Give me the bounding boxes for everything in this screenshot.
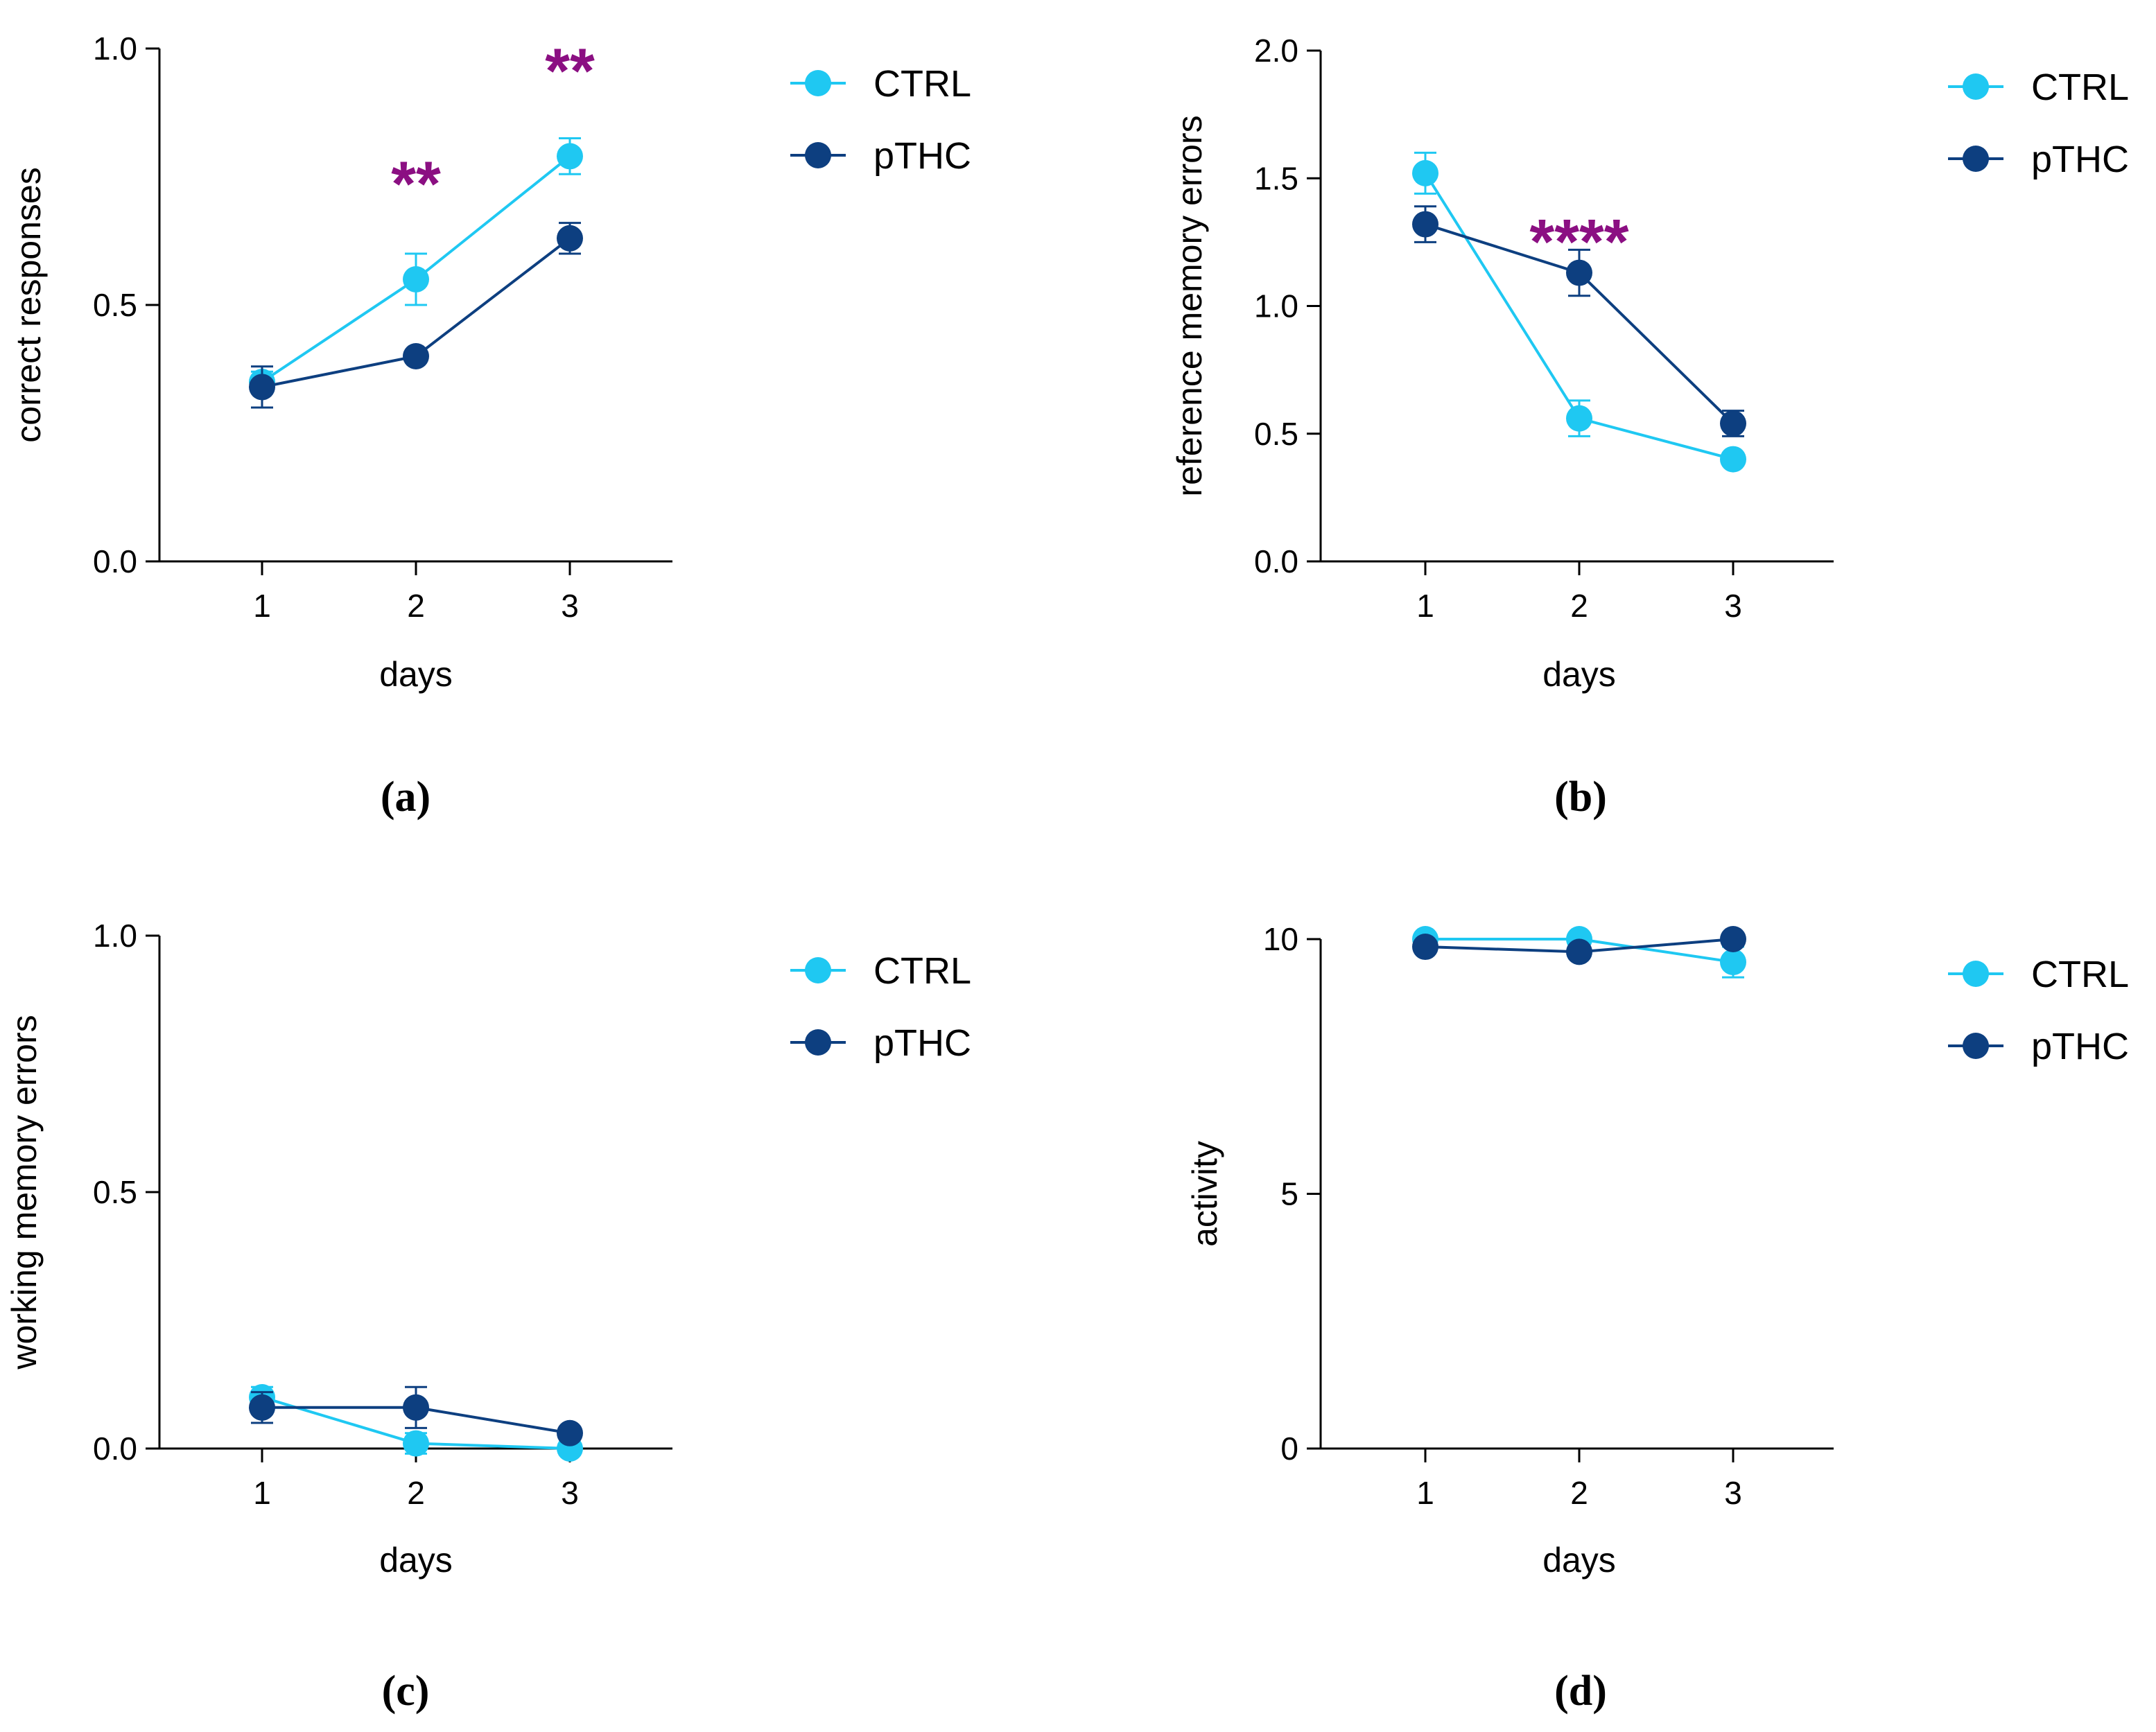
legend-marker	[1963, 1033, 1989, 1059]
series-pthc	[249, 222, 583, 409]
data-point	[1566, 938, 1592, 965]
y-tick-label: 1.0	[1254, 288, 1298, 324]
legend-item-ctrl: CTRL	[1948, 67, 2129, 108]
data-point	[557, 143, 583, 170]
y-tick-label: 2.0	[1254, 33, 1298, 69]
y-axis-title: correct responses	[9, 167, 48, 442]
y-tick-label: 5	[1280, 1176, 1298, 1212]
x-tick-label: 3	[561, 1475, 579, 1511]
legend-label: CTRL	[2031, 67, 2129, 108]
significance-marker: ****	[1529, 207, 1628, 277]
series-pthc	[1412, 926, 1746, 965]
significance-marker: **	[545, 36, 595, 107]
panel-b: 0.0 0.5 1.0 1.5 2.0 1 2 3 days reference memory e…	[1170, 33, 2129, 821]
legend-item-pthc: pTHC	[1948, 139, 2129, 180]
series-ctrl	[1412, 151, 1746, 473]
data-point	[249, 374, 275, 401]
y-axis-title: activity	[1185, 1141, 1224, 1247]
data-point	[1720, 949, 1746, 976]
panel-a: 0.0 0.5 1.0 1 2 3 days correct responses ** ** CTR…	[9, 30, 971, 821]
data-point	[1720, 410, 1746, 437]
panel-d: 0 5 10 1 2 3 days activity CTRL pTHC (d)	[1185, 921, 2129, 1715]
legend-item-pthc: pTHC	[790, 1022, 971, 1064]
x-tick-label: 1	[1416, 588, 1434, 624]
y-tick-label: 10	[1263, 921, 1298, 957]
x-tick-label: 1	[253, 1475, 271, 1511]
panel-label: (d)	[1554, 1668, 1607, 1715]
y-tick-label: 0.5	[1254, 416, 1298, 452]
significance-marker: **	[391, 149, 441, 220]
legend-label: CTRL	[873, 950, 971, 992]
legend-item-pthc: pTHC	[1948, 1026, 2129, 1067]
data-point	[1566, 405, 1592, 432]
panel-label: (a)	[381, 773, 431, 821]
legend-item-ctrl: CTRL	[790, 950, 971, 992]
y-axis-title: working memory errors	[5, 1015, 44, 1370]
data-point	[249, 1394, 275, 1421]
x-tick-label: 2	[1570, 588, 1588, 624]
legend-label: pTHC	[2031, 139, 2129, 180]
legend-label: pTHC	[2031, 1026, 2129, 1067]
y-tick-label: 0.0	[1254, 543, 1298, 579]
legend-marker	[805, 1029, 831, 1056]
legend-item-pthc: pTHC	[790, 135, 971, 177]
x-axis-title: days	[379, 655, 453, 694]
x-tick-label: 3	[1724, 588, 1742, 624]
legend-marker	[1963, 961, 1989, 987]
x-axis-title: days	[1542, 655, 1616, 694]
y-tick-label: 0.0	[93, 543, 137, 579]
data-point	[1412, 211, 1438, 238]
x-tick-label: 2	[407, 1475, 425, 1511]
legend-marker	[1963, 146, 1989, 172]
legend-marker	[1963, 73, 1989, 100]
x-tick-label: 1	[253, 588, 271, 624]
series-pthc	[249, 1385, 583, 1446]
data-point	[1720, 446, 1746, 473]
data-point	[1566, 259, 1592, 286]
legend-item-ctrl: CTRL	[790, 63, 971, 105]
y-tick-label: 0	[1280, 1431, 1298, 1467]
panel-c: 0.0 0.5 1.0 1 2 3 days working memory errors CTR…	[5, 918, 971, 1715]
data-point	[1720, 926, 1746, 952]
y-tick-label: 1.0	[93, 30, 137, 67]
x-axis-title: days	[379, 1541, 453, 1580]
x-tick-label: 3	[1724, 1475, 1742, 1511]
data-point	[557, 1419, 583, 1446]
x-tick-label: 1	[1416, 1475, 1434, 1511]
data-point	[403, 1394, 429, 1421]
data-point	[1412, 934, 1438, 961]
legend-label: pTHC	[873, 135, 971, 177]
y-tick-label: 0.5	[93, 1174, 137, 1210]
series-pthc	[1412, 205, 1746, 437]
legend-marker	[805, 142, 831, 168]
y-tick-label: 0.0	[93, 1431, 137, 1467]
data-point	[557, 225, 583, 252]
x-tick-label: 2	[407, 588, 425, 624]
panel-label: (b)	[1554, 773, 1607, 821]
x-axis-title: days	[1542, 1541, 1616, 1580]
legend-item-ctrl: CTRL	[1948, 954, 2129, 995]
data-point	[403, 343, 429, 369]
y-tick-label: 0.5	[93, 287, 137, 323]
legend-marker	[805, 70, 831, 96]
y-tick-label: 1.5	[1254, 160, 1298, 196]
data-point	[1412, 159, 1438, 186]
panel-label: (c)	[382, 1668, 430, 1715]
legend-label: pTHC	[873, 1022, 971, 1064]
x-tick-label: 2	[1570, 1475, 1588, 1511]
y-axis-title: reference memory errors	[1170, 115, 1209, 496]
legend-label: CTRL	[2031, 954, 2129, 995]
y-tick-label: 1.0	[93, 918, 137, 954]
x-tick-label: 3	[561, 588, 579, 624]
legend-marker	[805, 957, 831, 983]
legend-label: CTRL	[873, 63, 971, 105]
data-point	[403, 1430, 429, 1457]
data-point	[403, 266, 429, 292]
